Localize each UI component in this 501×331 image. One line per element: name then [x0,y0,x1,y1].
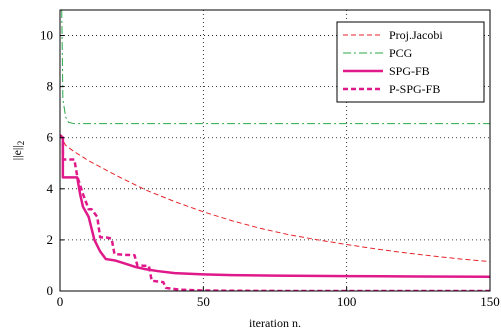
axis-ticks: 0 50 100 150 0 2 4 6 8 10 [40,28,500,309]
y-axis-label-sub: 2 [16,141,26,146]
x-axis-label: iteration n. [249,316,301,330]
y-tick-label: 4 [47,181,54,196]
series-line-p-spg-fb [60,134,490,291]
y-tick-label: 6 [47,130,54,145]
y-axis-label-base: ||e|| [10,145,24,160]
x-tick-label: 0 [57,294,64,309]
series-line-pcg [61,10,490,125]
y-tick-label: 2 [47,232,54,247]
legend-label: PCG [389,46,413,60]
series-line-spg-fb [60,134,490,278]
series-line-proj-jacobi [60,134,490,263]
legend-label: Proj.Jacobi [389,28,443,42]
grid-lines [60,10,490,291]
plot-frame [59,9,491,292]
y-tick-label: 0 [47,283,54,298]
y-tick-label: 8 [47,79,54,94]
legend-label: P-SPG-FB [389,82,440,96]
y-tick-label: 10 [40,28,53,43]
x-tick-label: 50 [197,294,210,309]
x-tick-label: 150 [480,294,500,309]
x-tick-label: 100 [337,294,357,309]
y-axis-label: ||e||2 [10,141,26,160]
series-layer [60,10,490,291]
legend: Proj.Jacobi PCG SPG-FB P-SPG-FB [336,21,485,103]
legend-label: SPG-FB [389,64,430,78]
